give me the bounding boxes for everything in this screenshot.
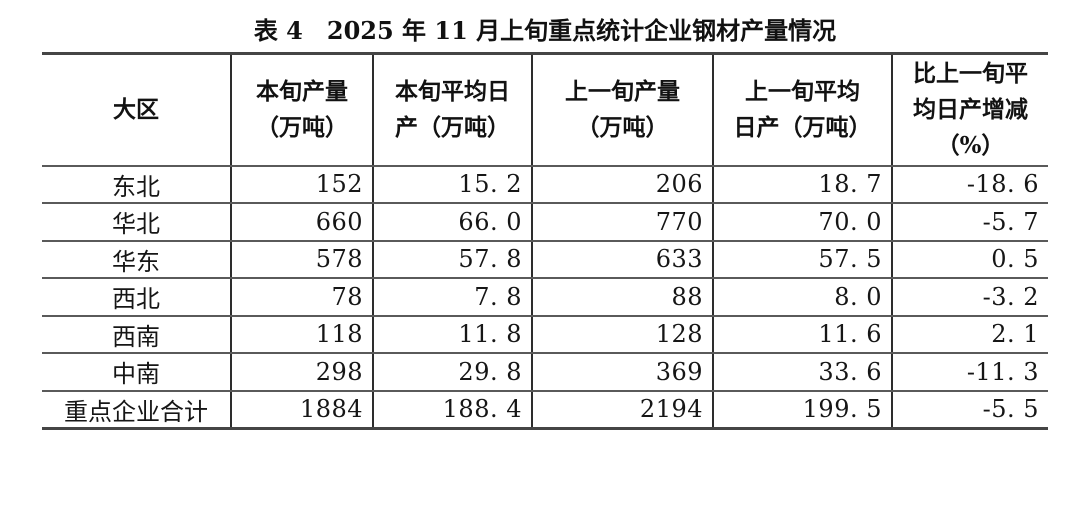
col-header-prev-output: 上一旬产量 （万吨） — [531, 52, 714, 167]
region-cell: 华北 — [42, 202, 232, 242]
col-header-current-daily-avg: 本旬平均日 产（万吨） — [372, 52, 533, 167]
change-pct-cell: 0. 5 — [891, 239, 1048, 279]
change-pct-cell: -5. 7 — [891, 202, 1048, 242]
current-output-cell: 298 — [230, 352, 374, 392]
steel-production-table: 大区 本旬产量 （万吨） 本旬平均日 产（万吨） 上一旬产量 （万吨） 上一旬平… — [42, 52, 1048, 430]
col-header-daily-avg-change-pct: 比上一旬平 均日产增减 （%） — [891, 52, 1048, 167]
col-header-region: 大区 — [42, 52, 232, 167]
region-cell: 东北 — [42, 164, 232, 204]
table-title: 表 4 2025 年 11 月上旬重点统计企业钢材产量情况 — [253, 16, 837, 45]
current-daily-avg-cell: 15. 2 — [372, 164, 533, 204]
current-output-cell: 578 — [230, 239, 374, 279]
prev-output-cell: 369 — [531, 352, 714, 392]
prev-daily-avg-cell: 33. 6 — [712, 352, 893, 392]
table-row-central-south: 中南 298 29. 8 369 33. 6 -11. 3 — [42, 352, 1048, 392]
prev-output-cell: 88 — [531, 277, 714, 317]
region-cell: 重点企业合计 — [42, 389, 232, 430]
prev-output-cell: 2194 — [531, 389, 714, 430]
col-header-current-output: 本旬产量 （万吨） — [230, 52, 374, 167]
prev-daily-avg-cell: 18. 7 — [712, 164, 893, 204]
current-daily-avg-cell: 66. 0 — [372, 202, 533, 242]
change-pct-cell: 2. 1 — [891, 314, 1048, 354]
current-daily-avg-cell: 11. 8 — [372, 314, 533, 354]
region-cell: 中南 — [42, 352, 232, 392]
table-header-row: 大区 本旬产量 （万吨） 本旬平均日 产（万吨） 上一旬产量 （万吨） 上一旬平… — [42, 52, 1048, 167]
change-pct-cell: -18. 6 — [891, 164, 1048, 204]
current-output-cell: 152 — [230, 164, 374, 204]
current-output-cell: 660 — [230, 202, 374, 242]
col-header-prev-daily-avg: 上一旬平均 日产（万吨） — [712, 52, 893, 167]
table-row-east: 华东 578 57. 8 633 57. 5 0. 5 — [42, 239, 1048, 279]
current-daily-avg-cell: 57. 8 — [372, 239, 533, 279]
table-row-north: 华北 660 66. 0 770 70. 0 -5. 7 — [42, 202, 1048, 242]
current-daily-avg-cell: 29. 8 — [372, 352, 533, 392]
current-output-cell: 118 — [230, 314, 374, 354]
current-daily-avg-cell: 188. 4 — [372, 389, 533, 430]
table-row-total: 重点企业合计 1884 188. 4 2194 199. 5 -5. 5 — [42, 389, 1048, 430]
current-daily-avg-cell: 7. 8 — [372, 277, 533, 317]
change-pct-cell: -5. 5 — [891, 389, 1048, 430]
region-cell: 西南 — [42, 314, 232, 354]
current-output-cell: 1884 — [230, 389, 374, 430]
table-row-northwest: 西北 78 7. 8 88 8. 0 -3. 2 — [42, 277, 1048, 317]
prev-output-cell: 206 — [531, 164, 714, 204]
table-row-southwest: 西南 118 11. 8 128 11. 6 2. 1 — [42, 314, 1048, 354]
prev-daily-avg-cell: 70. 0 — [712, 202, 893, 242]
prev-daily-avg-cell: 57. 5 — [712, 239, 893, 279]
region-cell: 华东 — [42, 239, 232, 279]
prev-daily-avg-cell: 11. 6 — [712, 314, 893, 354]
prev-output-cell: 128 — [531, 314, 714, 354]
region-cell: 西北 — [42, 277, 232, 317]
table-row-northeast: 东北 152 15. 2 206 18. 7 -18. 6 — [42, 164, 1048, 204]
prev-output-cell: 633 — [531, 239, 714, 279]
change-pct-cell: -11. 3 — [891, 352, 1048, 392]
prev-output-cell: 770 — [531, 202, 714, 242]
prev-daily-avg-cell: 8. 0 — [712, 277, 893, 317]
prev-daily-avg-cell: 199. 5 — [712, 389, 893, 430]
change-pct-cell: -3. 2 — [891, 277, 1048, 317]
current-output-cell: 78 — [230, 277, 374, 317]
